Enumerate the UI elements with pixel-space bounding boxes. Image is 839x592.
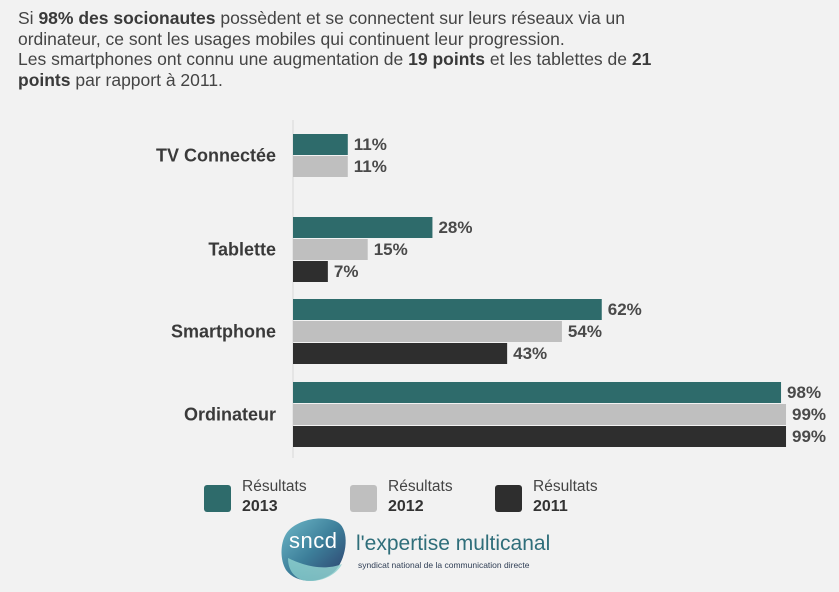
bar-smartphone-resultats-2011 bbox=[293, 343, 508, 364]
bar-ordinateur-resultats-2013 bbox=[293, 382, 782, 403]
value-label-smartphone-resultats-2013: 62% bbox=[608, 300, 642, 319]
intro-line-1: Si 98% des socionautes possèdent et se c… bbox=[18, 8, 828, 29]
intro-text-fragment: Les smartphones ont connu une augmentati… bbox=[18, 49, 409, 69]
value-label-tablette-resultats-2011: 7% bbox=[334, 262, 359, 281]
value-label-smartphone-resultats-2011: 43% bbox=[513, 344, 547, 363]
logo-subtitle: syndicat national de la communication di… bbox=[358, 560, 530, 570]
value-label-ordinateur-resultats-2011: 99% bbox=[792, 427, 826, 446]
sncd-logo: sncd l'expertise multicanal syndicat nat… bbox=[278, 512, 578, 587]
bar-tablette-resultats-2013 bbox=[293, 217, 433, 238]
intro-line-3: Les smartphones ont connu une augmentati… bbox=[18, 49, 828, 70]
bar-ordinateur-resultats-2011 bbox=[293, 426, 787, 447]
value-label-tv-connectee-resultats-2013: 11% bbox=[354, 135, 387, 154]
legend-swatch-2013 bbox=[204, 485, 231, 512]
intro-highlight: 98% des socionautes bbox=[38, 8, 216, 28]
bar-smartphone-resultats-2013 bbox=[293, 299, 602, 320]
category-label-tablette: Tablette bbox=[208, 240, 276, 260]
legend-label-text: Résultats bbox=[388, 478, 453, 495]
legend-label-year: 2012 bbox=[388, 498, 424, 515]
category-label-tv-connectee: TV Connectée bbox=[156, 146, 276, 166]
bar-tv-connectee-resultats-2013 bbox=[293, 134, 348, 155]
value-label-ordinateur-resultats-2012: 99% bbox=[792, 405, 826, 424]
value-label-smartphone-resultats-2012: 54% bbox=[568, 322, 602, 341]
bar-tablette-resultats-2012 bbox=[293, 239, 368, 260]
intro-highlight: 21 bbox=[631, 49, 652, 69]
legend-swatch-2011 bbox=[495, 485, 522, 512]
value-label-tablette-resultats-2012: 15% bbox=[374, 240, 408, 259]
legend-label-2011: Résultats 2011 bbox=[533, 477, 598, 517]
bar-tv-connectee-resultats-2012 bbox=[293, 156, 348, 177]
value-label-ordinateur-resultats-2013: 98% bbox=[787, 383, 821, 402]
value-label-tablette-resultats-2013: 28% bbox=[438, 218, 472, 237]
intro-highlight: 19 points bbox=[408, 49, 485, 69]
intro-text-fragment: ordinateur, ce sont les usages mobiles q… bbox=[18, 28, 565, 49]
value-label-tv-connectee-resultats-2012: 11% bbox=[354, 157, 387, 176]
intro-highlight: points bbox=[18, 69, 71, 90]
legend-label-text: Résultats bbox=[533, 478, 598, 495]
intro-line-2: ordinateur, ce sont les usages mobiles q… bbox=[18, 29, 828, 50]
intro-text-fragment: possèdent et se connectent sur leurs rés… bbox=[215, 8, 626, 28]
chart-legend: Résultats 2013 Résultats 2012 Résultats … bbox=[0, 476, 839, 522]
bar-ordinateur-resultats-2012 bbox=[293, 404, 787, 425]
logo-tagline: l'expertise multicanal bbox=[356, 532, 551, 555]
legend-swatch-2012 bbox=[350, 485, 377, 512]
logo-mark-text: sncd bbox=[289, 528, 338, 553]
category-label-smartphone: Smartphone bbox=[171, 322, 276, 342]
bar-smartphone-resultats-2012 bbox=[293, 321, 562, 342]
legend-label-year: 2011 bbox=[533, 498, 568, 515]
legend-label-text: Résultats bbox=[242, 478, 307, 495]
intro-text-fragment: par rapport à 2011. bbox=[70, 69, 223, 90]
sncd-logo-icon bbox=[281, 518, 346, 582]
intro-line-4: points par rapport à 2011. bbox=[18, 70, 828, 91]
intro-text: Si 98% des socionautes possèdent et se c… bbox=[18, 8, 828, 90]
intro-text-fragment: et les tablettes de bbox=[484, 49, 632, 69]
legend-label-2013: Résultats 2013 bbox=[242, 477, 307, 517]
intro-text-fragment: Si bbox=[18, 8, 39, 28]
category-label-ordinateur: Ordinateur bbox=[184, 405, 276, 425]
bar-tablette-resultats-2011 bbox=[293, 261, 328, 282]
legend-label-year: 2013 bbox=[242, 498, 278, 515]
bar-chart: TV Connectée 11% 11% Tablette 28% 15% 7% Smartp… bbox=[156, 120, 826, 458]
legend-label-2012: Résultats 2012 bbox=[388, 477, 453, 517]
